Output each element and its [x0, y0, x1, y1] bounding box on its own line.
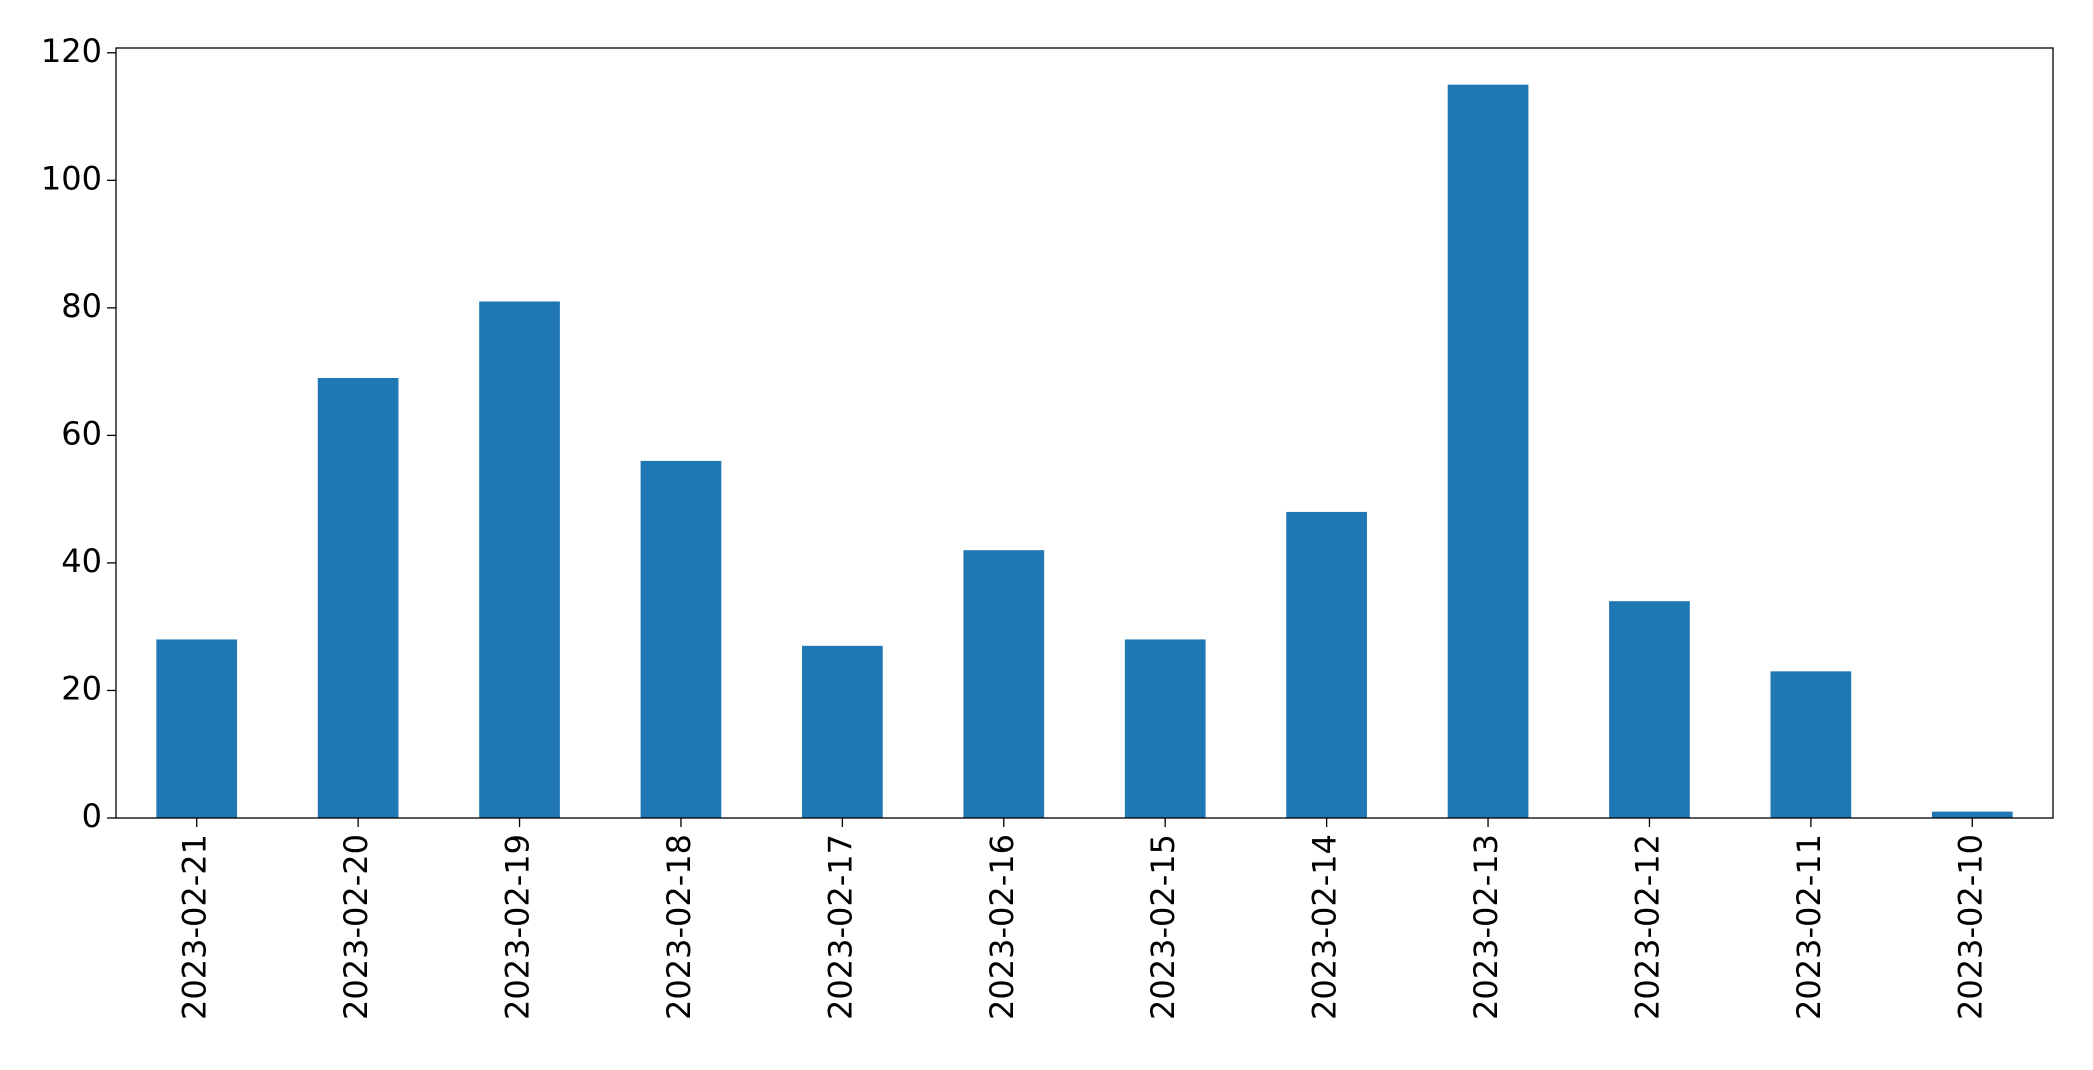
bar	[1286, 511, 1367, 818]
bar	[479, 301, 560, 818]
bar	[1447, 84, 1529, 818]
x-tick-label: 2023-02-14	[1306, 834, 1344, 1020]
x-tick-label: 2023-02-16	[983, 834, 1021, 1020]
x-tick-label: 2023-02-10	[1951, 834, 1989, 1020]
x-tick-label: 2023-02-15	[1144, 834, 1182, 1020]
x-tick-label: 2023-02-21	[176, 834, 214, 1020]
y-tick-label: 80	[61, 287, 102, 325]
bar	[156, 639, 238, 818]
bar	[317, 378, 399, 818]
y-tick-label: 40	[61, 542, 102, 580]
y-tick-label: 0	[82, 797, 102, 835]
y-tick-label: 100	[41, 159, 102, 197]
x-tick-label: 2023-02-11	[1790, 834, 1828, 1020]
x-tick-label: 2023-02-17	[821, 834, 859, 1020]
x-tick-label: 2023-02-12	[1628, 834, 1666, 1020]
y-tick-label: 60	[61, 414, 102, 452]
x-tick-label: 2023-02-13	[1467, 834, 1505, 1020]
bar	[963, 550, 1045, 818]
bar	[1931, 811, 2013, 818]
plot-frame	[115, 47, 2054, 819]
bar	[1770, 671, 1852, 818]
x-tick-label: 2023-02-19	[499, 834, 537, 1020]
bar	[802, 645, 883, 818]
y-tick-label: 20	[61, 669, 102, 707]
bar	[1609, 601, 1690, 818]
x-tick-label: 2023-02-18	[660, 834, 698, 1020]
x-tick-label: 2023-02-20	[337, 834, 375, 1020]
bar	[1124, 639, 1206, 818]
y-tick-label: 120	[41, 32, 102, 70]
bar	[640, 460, 722, 818]
